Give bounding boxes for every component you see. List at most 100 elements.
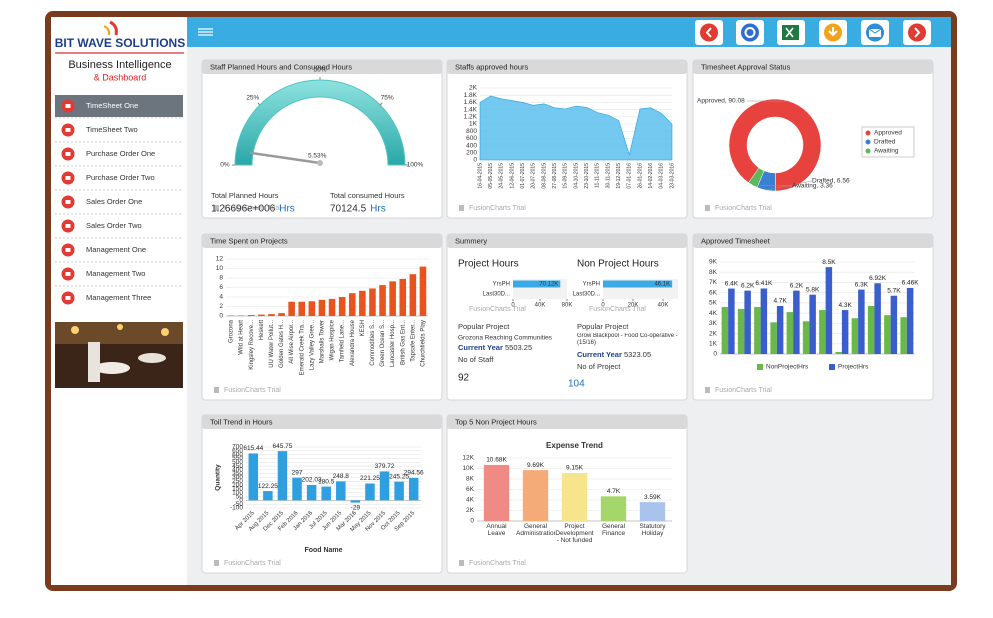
x-tick-label: 24-05-2015 [499, 163, 505, 189]
menu-item[interactable]: Purchase Order Two [86, 173, 155, 182]
value-label: 9.15K [566, 465, 584, 472]
bar [258, 315, 265, 316]
bar [249, 453, 258, 500]
bar [399, 279, 406, 316]
legend-swatch [829, 364, 835, 370]
menu-item[interactable]: Purchase Order One [86, 149, 155, 158]
y-tick-label: 0 [470, 518, 474, 525]
watermark-icon [459, 560, 464, 566]
menu-item[interactable]: Management Three [86, 293, 151, 302]
footer-unit: Hrs [370, 204, 386, 215]
x-tick-label-box: General Finance [594, 523, 633, 563]
y-tick-label: 2K [466, 507, 475, 514]
x-tick-label: Wigan Hospice [330, 319, 336, 360]
watermark: FusionCharts Trial [469, 205, 526, 212]
bar [770, 322, 777, 354]
legend-label: Drafted [874, 139, 896, 146]
bar [835, 352, 842, 354]
menu-item[interactable]: Sales Order Two [86, 221, 142, 230]
sidebar-photo [55, 322, 183, 388]
x-tick-label: 23-03-2016 [669, 163, 675, 189]
menu-item[interactable]: Management Two [86, 269, 145, 278]
bar [359, 291, 366, 316]
x-tick-label: 30-11-2015 [605, 163, 611, 188]
y-tick-label: 700 [232, 444, 243, 451]
y-tick-label: 1K [469, 121, 478, 128]
x-tick-label: 12-06-2015 [509, 163, 515, 189]
footer-value: 1.26696e+006 [211, 204, 276, 215]
bar [309, 301, 316, 316]
watermark-icon [214, 387, 219, 393]
back-button[interactable] [695, 20, 723, 45]
x-tick-label: 16-04-2015 [477, 163, 483, 189]
y-tick-label: 2 [219, 303, 223, 310]
value-label: 4.7K [607, 488, 621, 495]
bar [884, 315, 891, 354]
x-tick-label-box: General Administration [516, 523, 555, 563]
y-tick-label: 0 [473, 157, 477, 164]
value-label: 248.8 [333, 473, 350, 480]
watermark-icon [214, 560, 219, 566]
value-label: 294.56 [404, 470, 424, 477]
legend-swatch [866, 149, 871, 154]
refresh-button[interactable] [736, 20, 764, 45]
x-tick-label: 19-12-2015 [616, 163, 622, 189]
bar [562, 473, 587, 521]
download-button[interactable] [819, 20, 847, 45]
value-label: 5.7K [887, 287, 901, 294]
menu-item[interactable]: Sales Order One [86, 197, 142, 206]
summary-label: Popular Project [577, 322, 629, 331]
x-tick-label: 15-09-2015 [563, 163, 569, 189]
summary-label: Popular Project [458, 322, 510, 331]
gauge-tick-label: 75% [381, 95, 394, 102]
y-tick-label: 12 [216, 256, 224, 263]
brand: BIT WAVE SOLUTIONS [55, 36, 185, 50]
value-label: 6.92K [869, 275, 887, 282]
value-label: 615.44 [243, 445, 263, 452]
mail-button[interactable] [861, 20, 889, 45]
summary-count-label: No of Project [577, 362, 621, 371]
bar [891, 296, 898, 354]
next-button[interactable] [903, 20, 931, 45]
x-tick-label: 08-08-2015 [541, 163, 547, 189]
bar [640, 502, 665, 521]
summary-popular: Grozona Reaching Communities [458, 335, 553, 342]
menu-item[interactable]: Management One [86, 245, 146, 254]
bar [380, 471, 389, 500]
value-label: 3.59K [644, 494, 662, 501]
bar [420, 267, 427, 316]
bar [319, 300, 326, 316]
x-tick-label: 20K [628, 303, 639, 309]
watermark: FusionCharts Trial [469, 306, 526, 313]
x-tick-label: 27-08-2015 [552, 163, 558, 189]
bar [601, 496, 626, 521]
panel-title: Approved Timesheet [701, 236, 771, 245]
bar [278, 451, 287, 500]
panel-title: Staffs approved hours [455, 62, 528, 71]
bar [336, 481, 345, 500]
menu-item[interactable]: TimeSheet One [86, 101, 138, 110]
x-tick-label: Alexandra House [350, 319, 356, 366]
y-tick-label: 6K [709, 289, 718, 296]
bar [351, 500, 360, 502]
bar [777, 306, 784, 354]
y-tick-label: 10 [216, 265, 224, 272]
y-tick-label: 6 [219, 284, 223, 291]
excel-button[interactable] [777, 20, 805, 45]
y-tick-label: 2K [469, 85, 478, 92]
x-tick-label: Project Development - Not funded [555, 523, 594, 544]
bar [298, 302, 305, 316]
x-tick-label: All Wise Airpor... [289, 320, 295, 364]
menu-icon-glyph [66, 176, 71, 180]
gauge-tick-label: 0% [220, 162, 230, 169]
menu-icon-glyph [66, 296, 71, 300]
y-tick-label: 8 [219, 275, 223, 282]
bar [728, 289, 735, 354]
x-tick-label: KESH [360, 320, 366, 336]
x-tick-label: 07-01-2016 [627, 163, 633, 189]
x-tick-label: 14-02-2016 [648, 163, 654, 189]
menu-item[interactable]: TimeSheet Two [86, 125, 138, 134]
y-tick-label: 600 [466, 135, 477, 142]
panel-title: Staff Planned Hours and Consumed Hours [210, 62, 352, 71]
panel-title: Top 5 Non Project Hours [455, 417, 537, 426]
